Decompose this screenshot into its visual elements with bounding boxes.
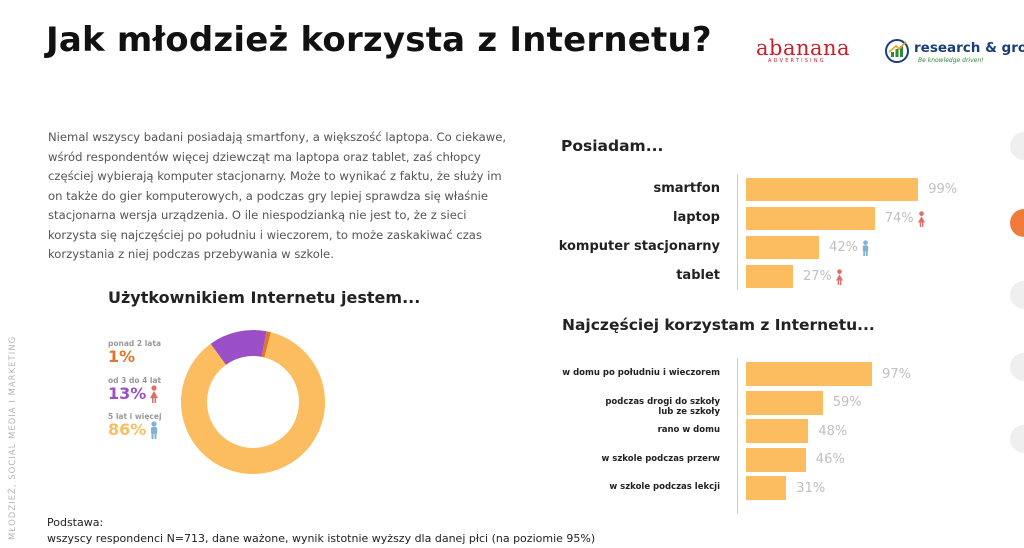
donut-legend-value: 13%	[108, 385, 161, 403]
ownership-axis-line	[737, 174, 738, 290]
research-grow-logo: research & grow Be knowledge driven!	[884, 38, 1024, 64]
page-title: Jak młodzież korzysta z Internetu?	[46, 20, 712, 60]
bar	[746, 362, 873, 386]
bar	[746, 447, 806, 472]
bar-category-label: w domu po południu i wieczorem	[562, 368, 720, 378]
bar-value-label: 31%	[796, 479, 825, 497]
female-icon	[835, 268, 843, 285]
donut-legend-label: 5 lat i więcej	[108, 412, 162, 421]
bar	[746, 207, 875, 230]
intro-paragraph: Niemal wszyscy badani posiadają smartfon…	[48, 130, 507, 261]
bar-value-label: 97%	[882, 365, 911, 383]
bar-value-text: 42%	[829, 240, 858, 255]
bar	[746, 476, 787, 500]
usage-chart-title: Najczęściej korzystam z Internetu...	[562, 316, 875, 334]
bar-value-text: 46%	[815, 452, 845, 467]
bar-category-label: w szkole podczas lekcji	[609, 482, 720, 492]
bar	[746, 265, 793, 288]
bar-value-text: 48%	[818, 423, 848, 439]
male-icon	[862, 239, 869, 256]
donut-chart-title: Użytkownikiem Internetu jestem...	[108, 288, 421, 307]
footer-heading: Podstawa:	[47, 516, 104, 529]
nav-dot-active[interactable]	[1010, 209, 1024, 237]
nav-dot[interactable]	[1010, 353, 1024, 381]
bar	[746, 390, 823, 415]
research-grow-logo-icon	[885, 39, 909, 63]
research-grow-logo-text: research & grow	[914, 40, 1024, 56]
donut-legend-item: 5 lat i więcej 86%	[108, 412, 162, 439]
donut-slice-2	[180, 332, 325, 474]
abanana-logo-subtitle: ADVERTISING	[768, 58, 826, 64]
bar-value-text: 99%	[928, 182, 958, 197]
male-icon	[151, 421, 158, 439]
donut-slice-1	[210, 330, 267, 365]
bar-category-label: rano w domu	[657, 425, 720, 435]
bar-value-text: 97%	[882, 366, 911, 382]
abanana-logo: abanana ADVERTISING	[756, 36, 864, 65]
side-label: MŁODZIEŻ, SOCIAL MEDIA I MARKETING	[8, 335, 18, 540]
bar-category-label: w szkole podczas przerw	[601, 453, 720, 464]
footer-text: wszyscy respondenci N=713, dane ważone, …	[47, 532, 596, 545]
ownership-chart-title: Posiadam...	[561, 137, 664, 155]
bar-category-label: laptop	[673, 210, 720, 225]
bar-value-label: 99%	[928, 181, 957, 199]
donut-slice-0	[261, 331, 271, 358]
bar	[746, 419, 809, 443]
donut-legend-value-text: 13%	[108, 384, 147, 403]
bar-value-label: 42%	[829, 239, 870, 257]
donut-legend-item: ponad 2 lata 1%	[108, 339, 161, 366]
bar	[746, 236, 820, 259]
bar-value-label: 74%	[885, 210, 926, 228]
bar-value-text: 31%	[796, 480, 826, 496]
donut-legend-item: od 3 do 4 lat 13%	[108, 376, 161, 403]
donut-legend-value: 1%	[108, 348, 161, 366]
bar-value-label: 46%	[816, 451, 845, 469]
bar-value-text: 27%	[802, 269, 832, 284]
donut-legend-value-text: 1%	[108, 347, 136, 366]
bar-value-label: 27%	[803, 268, 844, 286]
research-grow-logo-tagline: Be knowledge driven!	[918, 57, 984, 64]
donut-legend-value: 86%	[108, 421, 162, 439]
bar-value-text: 74%	[884, 211, 914, 226]
donut-chart	[180, 330, 325, 474]
usage-axis-line	[737, 358, 738, 514]
donut-legend-label: ponad 2 lata	[108, 339, 162, 348]
bar-category-label: tablet	[676, 268, 720, 283]
bar-category-label: podczas drogi do szkoły lub ze szkoły	[605, 396, 720, 417]
bar-category-label: komputer stacjonarny	[558, 239, 720, 254]
bar-value-label: 48%	[818, 422, 847, 440]
bar-category-label: smartfon	[653, 181, 720, 196]
nav-dot[interactable]	[1010, 425, 1024, 453]
bar	[746, 178, 919, 201]
donut-legend-value-text: 86%	[108, 420, 147, 439]
nav-dot[interactable]	[1010, 132, 1024, 160]
bar-value-label: 59%	[833, 394, 862, 412]
female-icon	[917, 210, 925, 227]
female-icon	[150, 385, 159, 403]
donut-legend-label: od 3 do 4 lat	[108, 376, 162, 385]
bar-value-text: 59%	[832, 395, 862, 410]
abanana-logo-text: abanana	[756, 36, 851, 60]
nav-dot[interactable]	[1010, 281, 1024, 309]
